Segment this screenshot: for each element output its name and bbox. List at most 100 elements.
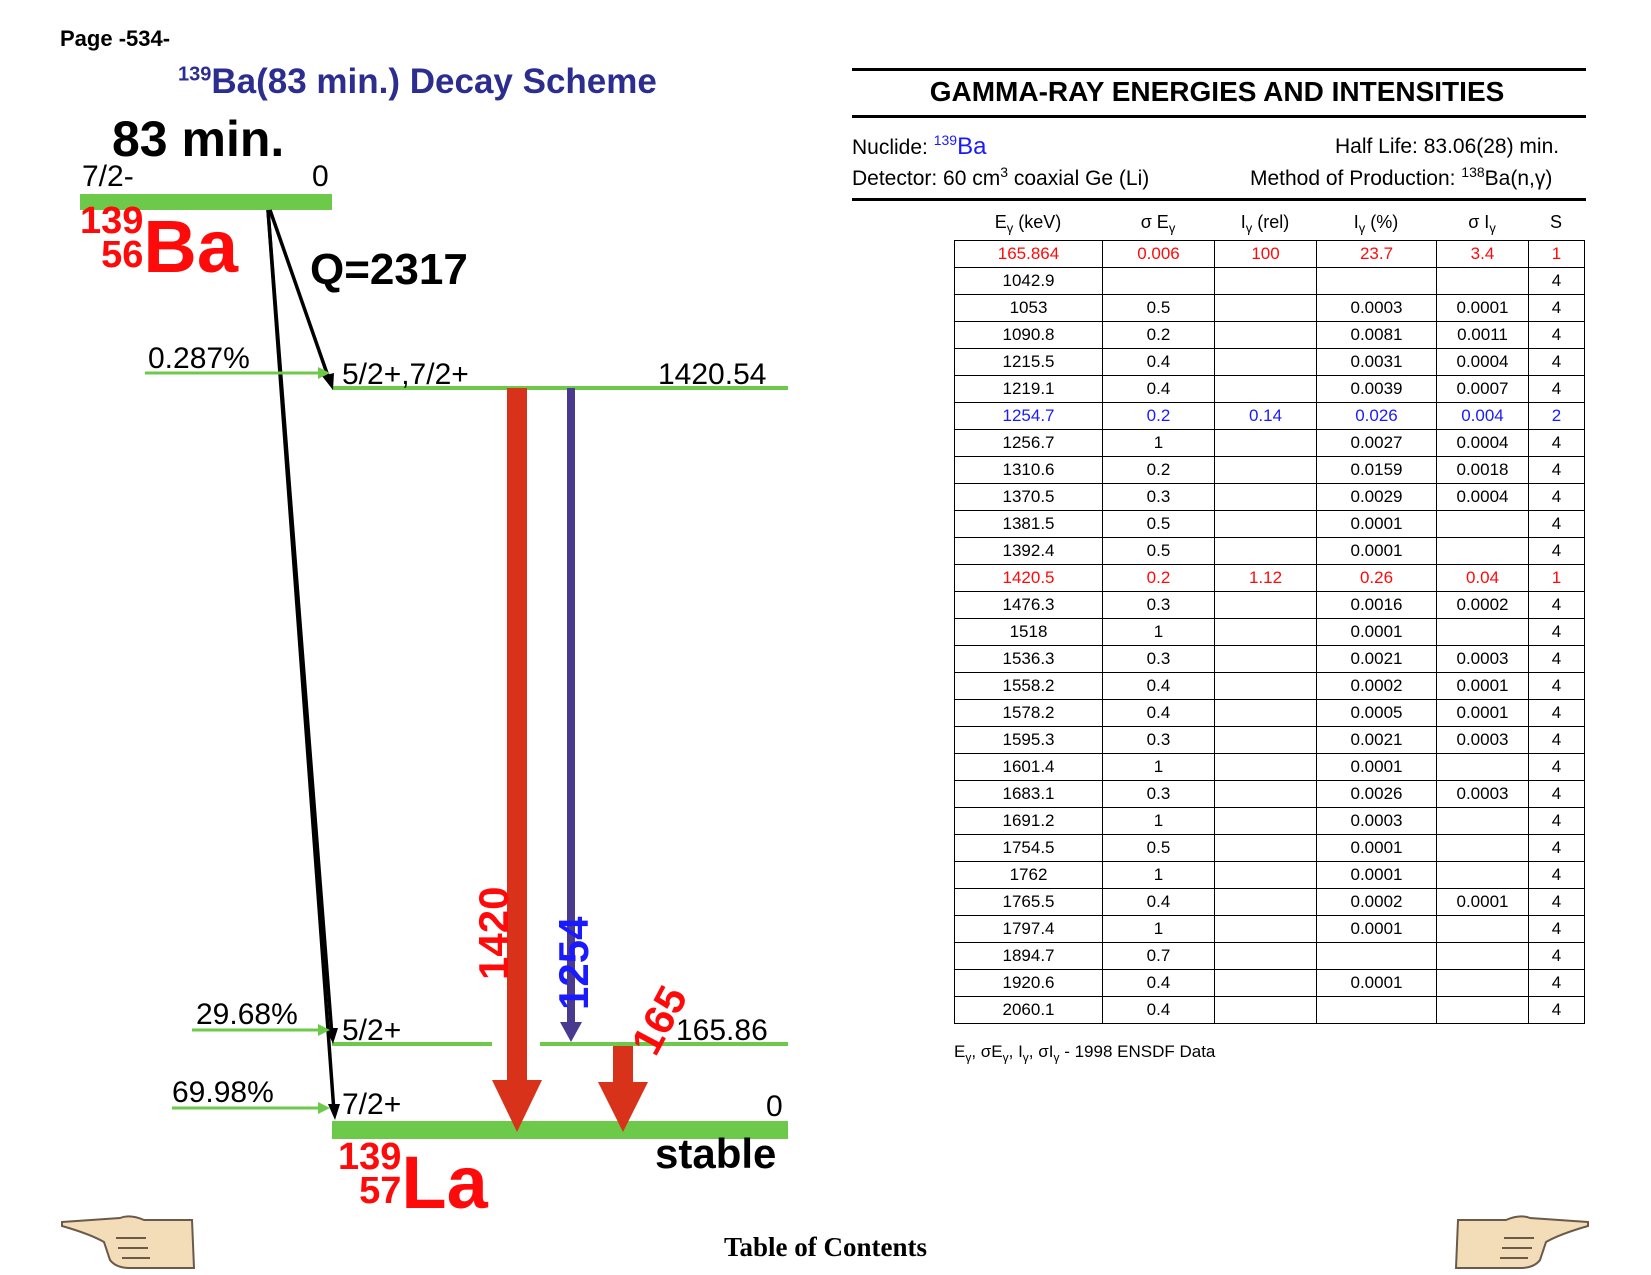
table-cell-s: 4 xyxy=(1528,267,1585,295)
parent-spin: 7/2- xyxy=(82,160,134,193)
table-cell-e: 1894.7 xyxy=(954,942,1103,970)
table-row: 1691.2 1 0.0003 4 xyxy=(954,807,1585,835)
table-cell-si: 3.4 xyxy=(1436,240,1529,268)
table-cell-irel xyxy=(1214,915,1317,943)
table-row: 1754.5 0.5 0.0001 4 xyxy=(954,834,1585,862)
daughter-mass: 139 xyxy=(338,1136,402,1178)
table-cell-se: 0.5 xyxy=(1102,510,1215,538)
table-cell-ipct: 0.0031 xyxy=(1316,348,1437,376)
table-cell-s: 4 xyxy=(1528,483,1585,511)
table-cell-se: 0.2 xyxy=(1102,456,1215,484)
table-cell-e: 1683.1 xyxy=(954,780,1103,808)
table-cell-s: 4 xyxy=(1528,375,1585,403)
table-cell-si: 0.04 xyxy=(1436,564,1529,592)
table-row: 1256.7 1 0.0027 0.0004 4 xyxy=(954,429,1585,457)
table-cell-ipct: 0.026 xyxy=(1316,402,1437,430)
col-header-s: S xyxy=(1528,212,1584,233)
table-cell-s: 4 xyxy=(1528,510,1585,538)
table-cell-ipct: 23.7 xyxy=(1316,240,1437,268)
table-cell-ipct: 0.0001 xyxy=(1316,915,1437,943)
table-row: 1219.1 0.4 0.0039 0.0007 4 xyxy=(954,375,1585,403)
table-row: 1578.2 0.4 0.0005 0.0001 4 xyxy=(954,699,1585,727)
table-cell-e: 165.864 xyxy=(954,240,1103,268)
table-cell-ipct: 0.0001 xyxy=(1316,537,1437,565)
table-cell-e: 1254.7 xyxy=(954,402,1103,430)
table-row: 1536.3 0.3 0.0021 0.0003 4 xyxy=(954,645,1585,673)
table-cell-se: 0.2 xyxy=(1102,321,1215,349)
energy-ground: 0 xyxy=(766,1090,783,1123)
gamma-1420-arrowhead xyxy=(492,1080,542,1132)
gamma-1254-arrowhead xyxy=(560,1022,582,1042)
table-cell-se: 0.006 xyxy=(1102,240,1215,268)
previous-page-hand-icon[interactable] xyxy=(60,1212,200,1272)
table-cell-irel xyxy=(1214,780,1317,808)
table-cell-se: 0.7 xyxy=(1102,942,1215,970)
table-row: 2060.1 0.4 4 xyxy=(954,996,1585,1024)
table-cell-irel xyxy=(1214,510,1317,538)
parent-energy: 0 xyxy=(312,160,329,193)
table-cell-s: 4 xyxy=(1528,699,1585,727)
table-row: 1920.6 0.4 0.0001 4 xyxy=(954,969,1585,997)
table-row: 1381.5 0.5 0.0001 4 xyxy=(954,510,1585,538)
table-cell-se: 0.4 xyxy=(1102,348,1215,376)
table-cell-e: 1215.5 xyxy=(954,348,1103,376)
next-page-hand-icon[interactable] xyxy=(1450,1212,1590,1272)
table-cell-e: 1536.3 xyxy=(954,645,1103,673)
branch-feed-arrows xyxy=(145,367,330,1114)
table-cell-e: 1392.4 xyxy=(954,537,1103,565)
table-cell-s: 4 xyxy=(1528,321,1585,349)
table-row: 1595.3 0.3 0.0021 0.0003 4 xyxy=(954,726,1585,754)
parent-half-life: 83 min. xyxy=(112,111,285,167)
table-row: 1601.4 1 0.0001 4 xyxy=(954,753,1585,781)
gamma-table-body: 165.864 0.006 100 23.7 3.4 1 1042.9 4 1053 0.5 0.0… xyxy=(954,240,1585,1024)
table-cell-e: 1381.5 xyxy=(954,510,1103,538)
table-cell-s: 4 xyxy=(1528,834,1585,862)
parent-mass: 139 xyxy=(80,200,144,242)
table-cell-irel xyxy=(1214,888,1317,916)
half-life-info: Half Life: 83.06(28) min. xyxy=(1335,135,1560,158)
table-row: 1558.2 0.4 0.0002 0.0001 4 xyxy=(954,672,1585,700)
col-sigma-e-sub: γ xyxy=(1168,220,1176,236)
table-cell-s: 2 xyxy=(1528,402,1585,430)
table-cell-se: 0.5 xyxy=(1102,537,1215,565)
table-cell-si: 0.0004 xyxy=(1436,348,1529,376)
table-cell-se: 0.2 xyxy=(1102,564,1215,592)
table-cell-irel xyxy=(1214,375,1317,403)
table-footnote: Eγ, σEγ, Iγ, σIγ - 1998 ENSDF Data xyxy=(954,1042,1216,1065)
col-ipct-main: I xyxy=(1353,212,1359,232)
table-cell-ipct: 0.0003 xyxy=(1316,294,1437,322)
table-cell-ipct: 0.0001 xyxy=(1316,510,1437,538)
table-cell-se: 0.4 xyxy=(1102,969,1215,997)
table-cell-e: 1558.2 xyxy=(954,672,1103,700)
table-cell-se: 1 xyxy=(1102,915,1215,943)
table-cell-ipct: 0.0001 xyxy=(1316,861,1437,889)
table-cell-s: 4 xyxy=(1528,537,1585,565)
table-of-contents-link[interactable]: Table of Contents xyxy=(723,1232,928,1262)
table-cell-e: 1476.3 xyxy=(954,591,1103,619)
table-row: 1894.7 0.7 4 xyxy=(954,942,1585,970)
col-sigma-e-main: σ E xyxy=(1140,212,1169,232)
table-cell-se: 0.3 xyxy=(1102,591,1215,619)
table-cell-si xyxy=(1436,942,1529,970)
table-cell-e: 1090.8 xyxy=(954,321,1103,349)
table-cell-irel xyxy=(1214,969,1317,997)
table-cell-s: 4 xyxy=(1528,456,1585,484)
gamma-label-1420: 1420 xyxy=(470,886,517,980)
col-ipct-sub: γ xyxy=(1358,220,1366,236)
q-value: Q=2317 xyxy=(310,245,468,294)
table-cell-s: 4 xyxy=(1528,780,1585,808)
table-top-rule xyxy=(852,68,1586,71)
table-cell-irel xyxy=(1214,591,1317,619)
table-cell-se: 0.2 xyxy=(1102,402,1215,430)
table-cell-e: 2060.1 xyxy=(954,996,1103,1024)
table-cell-si xyxy=(1436,996,1529,1024)
table-cell-e: 1920.6 xyxy=(954,969,1103,997)
table-cell-e: 1595.3 xyxy=(954,726,1103,754)
beta-arrowhead-to-ground xyxy=(328,1104,340,1120)
production-text: Method of Production: xyxy=(1250,167,1462,190)
beta-arrowhead-to-1420 xyxy=(322,373,334,390)
table-cell-ipct: 0.0003 xyxy=(1316,807,1437,835)
parent-symbol: Ba xyxy=(143,205,239,288)
table-cell-e: 1042.9 xyxy=(954,267,1103,295)
table-cell-si: 0.004 xyxy=(1436,402,1529,430)
